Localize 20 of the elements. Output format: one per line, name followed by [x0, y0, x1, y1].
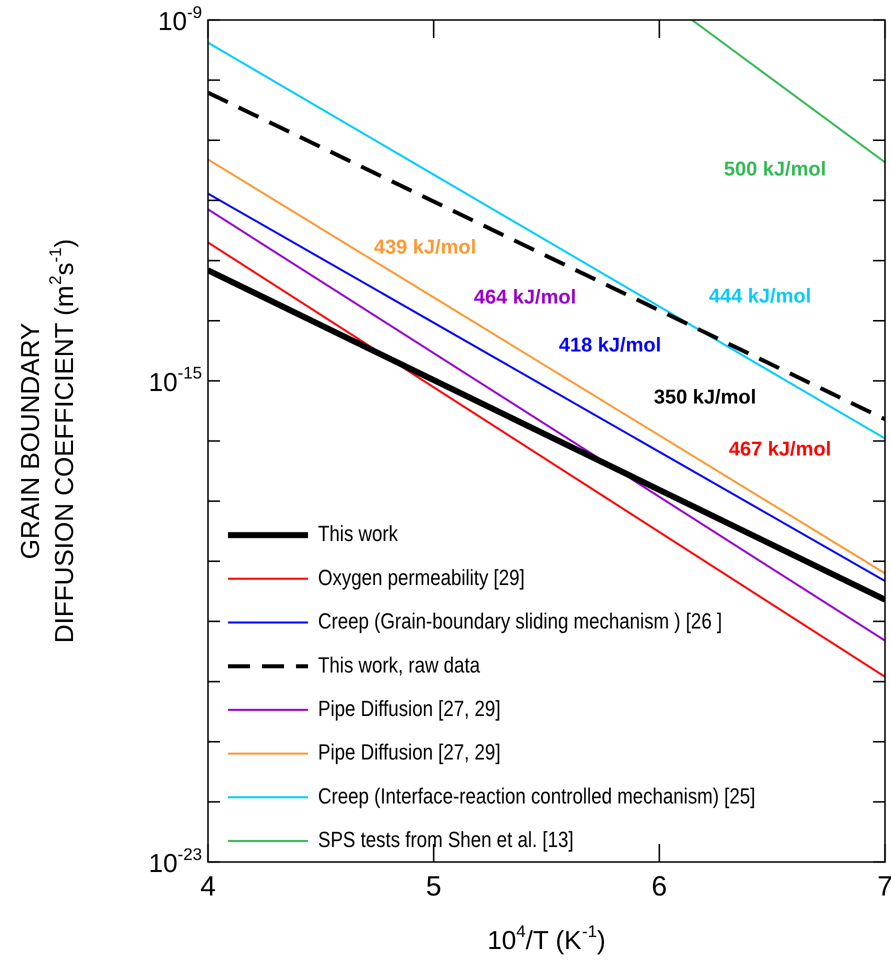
- legend-label: This work, raw data: [318, 654, 481, 678]
- annotation: 439 kJ/mol: [374, 236, 476, 259]
- legend-label: Creep (Interface-reaction controlled mechanism) [25]: [318, 785, 756, 809]
- legend-label: Pipe Diffusion [27, 29]: [318, 741, 501, 766]
- legend-label: Pipe Diffusion [27, 29]: [318, 698, 501, 722]
- x-tick-label: 6: [652, 870, 668, 902]
- legend-label: Oxygen permeability [29]: [318, 566, 525, 590]
- legend-label: SPS tests from Shen et al. [13]: [318, 828, 574, 852]
- x-tick-label: 4: [200, 870, 216, 902]
- annotation: 350 kJ/mol: [654, 386, 756, 409]
- x-tick-label: 5: [426, 870, 442, 902]
- y-axis-title: GRAIN BOUNDARY DIFFUSION COEFFICIENT (m2s-1): [15, 238, 80, 644]
- annotation: 444 kJ/mol: [708, 286, 812, 308]
- x-tick-label: 7: [877, 870, 891, 902]
- legend-label: This work: [318, 522, 399, 547]
- annotation: 464 kJ/mol: [474, 286, 576, 309]
- annotation: 500 kJ/mol: [724, 158, 826, 181]
- annotation: 418 kJ/mol: [558, 334, 662, 357]
- annotation: 467 kJ/mol: [728, 438, 832, 461]
- legend-label: Creep (Grain-boundary sliding mechanism ) [26 ]: [318, 610, 722, 634]
